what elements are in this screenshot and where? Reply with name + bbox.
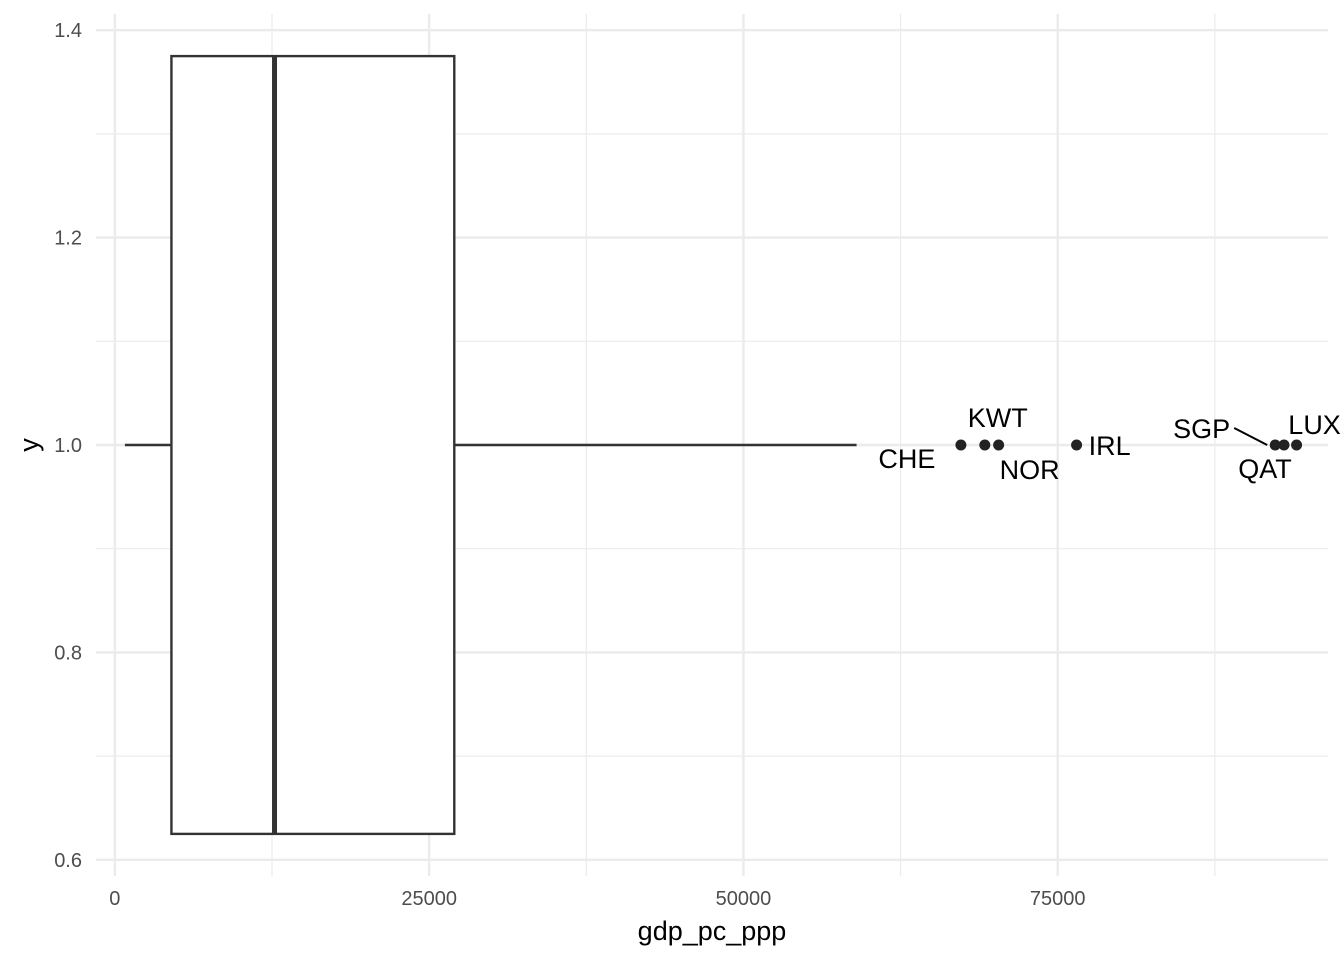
- x-tick-label: 50000: [716, 888, 772, 910]
- y-axis-title: y: [14, 438, 44, 452]
- outlier-point: [979, 439, 991, 451]
- boxplot: [124, 54, 857, 836]
- box-iqr: [170, 54, 456, 836]
- outlier-point: [1278, 439, 1290, 451]
- label-leader-line: [1233, 427, 1268, 446]
- outlier-point: [993, 439, 1005, 451]
- outlier-label: KWT: [968, 403, 1028, 433]
- outlier-point: [1269, 439, 1281, 451]
- outlier-label: NOR: [1000, 455, 1060, 485]
- outlier-point: [1071, 439, 1083, 451]
- outlier-label: CHE: [878, 444, 935, 474]
- x-tick-label: 25000: [401, 888, 457, 910]
- outlier-point: [1291, 439, 1303, 451]
- outlier-point: [955, 439, 967, 451]
- x-tick-label: 0: [109, 888, 120, 910]
- outlier-label: QAT: [1238, 454, 1292, 484]
- outlier-labels: CHE KWT NOR IRL SGP QAT LUX: [878, 403, 1340, 485]
- x-axis-ticks: 0 25000 50000 75000: [109, 888, 1085, 910]
- x-tick-label: 75000: [1030, 888, 1086, 910]
- outlier-label: SGP: [1173, 414, 1230, 444]
- y-axis-ticks: 0.6 0.8 1.0 1.2 1.4: [54, 20, 82, 872]
- y-tick-label: 0.8: [54, 642, 82, 664]
- y-tick-label: 1.4: [54, 20, 82, 42]
- x-axis-title: gdp_pc_ppp: [638, 916, 787, 946]
- y-tick-label: 1.2: [54, 228, 82, 250]
- outlier-label: LUX: [1288, 410, 1341, 440]
- outlier-points: [955, 439, 1303, 451]
- y-tick-label: 0.6: [54, 850, 82, 872]
- y-tick-label: 1.0: [54, 435, 82, 457]
- outlier-label: IRL: [1089, 431, 1131, 461]
